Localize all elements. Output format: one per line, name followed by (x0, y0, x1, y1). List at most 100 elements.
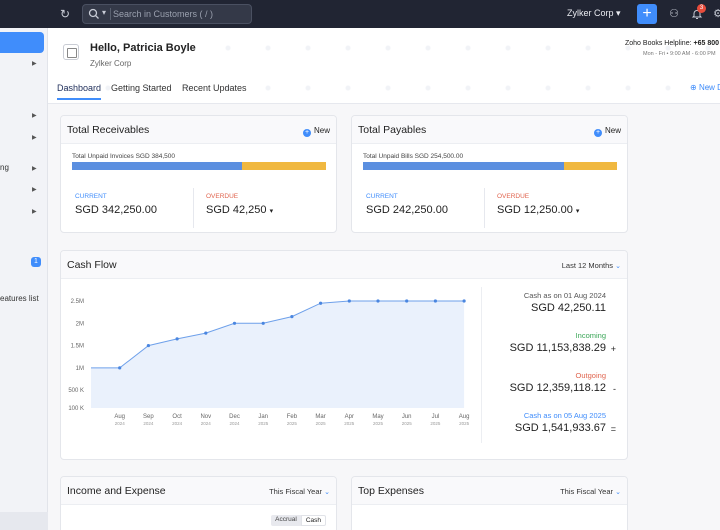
basis-toggle[interactable]: Accrual Cash (271, 515, 326, 526)
card-title: Income and Expense (67, 485, 166, 497)
data-point (376, 299, 380, 303)
data-point (405, 299, 409, 303)
x-tick-year-label: 2025 (344, 421, 355, 426)
current-value[interactable]: SGD 342,250.00 (75, 204, 157, 216)
new-bill-button[interactable]: + New (593, 126, 621, 137)
new-dashboard-label: New D (698, 83, 720, 92)
search-input[interactable] (113, 6, 248, 22)
series-line (91, 300, 465, 369)
current-segment (72, 162, 243, 170)
caret-down-icon: ▾ (575, 208, 580, 215)
overdue-value[interactable]: SGD 42,250 ▾ (206, 204, 273, 216)
plus-icon: + (302, 129, 311, 137)
y-tick-label: 500 K (68, 388, 84, 394)
helpline-hours: Mon - Fri • 9:00 AM - 6:00 PM (643, 51, 716, 57)
unpaid-total: Total Unpaid Invoices SGD 384,500 (72, 153, 175, 160)
search-scope-chevron-icon[interactable]: ▾ (102, 8, 107, 17)
x-tick-year-label: 2024 (143, 421, 154, 426)
card-header: Total Receivables + New (61, 116, 336, 144)
overdue-label: OVERDUE (497, 193, 530, 200)
data-point (290, 315, 294, 319)
card-title: Total Payables (358, 124, 427, 136)
sidebar-item-features-list[interactable]: eatures list (0, 294, 39, 303)
data-point (462, 299, 466, 303)
unpaid-total: Total Unpaid Bills SGD 254,500.00 (363, 153, 464, 160)
x-tick-label: Sep (143, 414, 154, 420)
y-tick-label: 2M (76, 321, 84, 327)
cashflow-stat-value: SGD 12,359,118.12 (509, 382, 606, 394)
divider (193, 188, 194, 228)
top-expenses-card: Top Expenses This Fiscal Year ⌄ (351, 476, 628, 530)
helpline: Zoho Books Helpline: +65 800 (625, 40, 719, 47)
x-tick-year-label: 2024 (201, 421, 212, 426)
current-segment (363, 162, 564, 170)
new-invoice-button[interactable]: + New (302, 126, 330, 137)
overdue-segment (242, 162, 326, 170)
income-expense-card: Income and Expense This Fiscal Year ⌄ Ac… (60, 476, 337, 530)
cashflow-stat-value: SGD 1,541,933.67 (514, 422, 606, 434)
overdue-value[interactable]: SGD 12,250.00 ▾ (497, 204, 579, 216)
period-dropdown[interactable]: Last 12 Months ⌄ (562, 261, 621, 270)
y-tick-label: 2.5M (71, 299, 84, 305)
org-switcher-label: Zylker Corp (567, 8, 614, 18)
x-tick-label: Apr (345, 414, 354, 420)
gear-icon[interactable]: ⚙ (713, 8, 720, 20)
area-fill (91, 301, 465, 408)
tab-recent-updates[interactable]: Recent Updates (182, 83, 247, 93)
chevron-right-icon[interactable]: ▶ (32, 135, 37, 141)
current-value[interactable]: SGD 242,250.00 (366, 204, 448, 216)
tab-dashboard[interactable]: Dashboard (57, 83, 102, 100)
chevron-right-icon[interactable]: ▶ (32, 166, 37, 172)
new-dashboard-button[interactable]: ⊕ New D (690, 83, 720, 92)
card-title: Cash Flow (67, 259, 117, 271)
y-tick-label: 1.5M (71, 344, 84, 350)
current-label: CURRENT (366, 193, 398, 200)
toggle-cash[interactable]: Cash (300, 515, 326, 526)
tab-getting-started[interactable]: Getting Started (111, 83, 172, 93)
x-tick-label: Jun (402, 414, 412, 420)
sidebar-item-label[interactable]: ng (0, 163, 9, 172)
quick-create-button[interactable]: + (637, 4, 657, 24)
chevron-down-icon: ⌄ (615, 489, 621, 496)
x-tick-label: Jul (432, 414, 440, 420)
chevron-right-icon[interactable]: ▶ (32, 187, 37, 193)
search-icon (88, 8, 99, 19)
x-tick-year-label: 2025 (316, 421, 327, 426)
x-tick-year-label: 2025 (258, 421, 269, 426)
period-dropdown[interactable]: This Fiscal Year ⌄ (560, 487, 621, 496)
caret-down-icon: ▾ (269, 208, 274, 215)
x-tick-label: Aug (459, 414, 470, 420)
x-tick-year-label: 2024 (229, 421, 240, 426)
card-title: Total Receivables (67, 124, 150, 136)
x-tick-label: Jan (258, 414, 268, 420)
receivables-progress-bar (72, 162, 326, 170)
overdue-amount: SGD 42,250 (206, 204, 267, 216)
chevron-right-icon[interactable]: ▶ (32, 61, 37, 67)
x-tick-year-label: 2025 (459, 421, 470, 426)
x-tick-label: Oct (172, 414, 182, 420)
refresh-icon[interactable]: ↻ (59, 7, 71, 21)
data-point (261, 321, 265, 325)
cashflow-stat-label: Incoming (575, 331, 606, 340)
chevron-right-icon[interactable]: ▶ (32, 113, 37, 119)
org-switcher[interactable]: Zylker Corp ▾ (567, 8, 621, 19)
chevron-right-icon[interactable]: ▶ (32, 209, 37, 215)
divider (481, 287, 482, 443)
x-tick-label: Mar (315, 414, 325, 420)
period-label: This Fiscal Year (560, 487, 614, 496)
receivables-card: Total Receivables + New Total Unpaid Invo… (60, 115, 337, 233)
users-icon[interactable]: ⚇ (669, 8, 679, 20)
period-dropdown[interactable]: This Fiscal Year ⌄ (269, 487, 330, 496)
current-label: CURRENT (75, 193, 107, 200)
chevron-down-icon: ⌄ (615, 263, 621, 270)
top-bar: ↻ ▾ Zylker Corp ▾ + ⚇ 3 ⚙ (0, 0, 720, 28)
sidebar-item-active[interactable] (0, 32, 44, 53)
search-separator (110, 8, 111, 20)
card-header: Total Payables + New (352, 116, 627, 144)
cashflow-operator: = (610, 424, 616, 434)
search-box[interactable]: ▾ (82, 4, 252, 24)
toggle-accrual[interactable]: Accrual (271, 515, 301, 526)
x-tick-label: Feb (287, 414, 298, 420)
x-tick-label: Dec (229, 414, 240, 420)
